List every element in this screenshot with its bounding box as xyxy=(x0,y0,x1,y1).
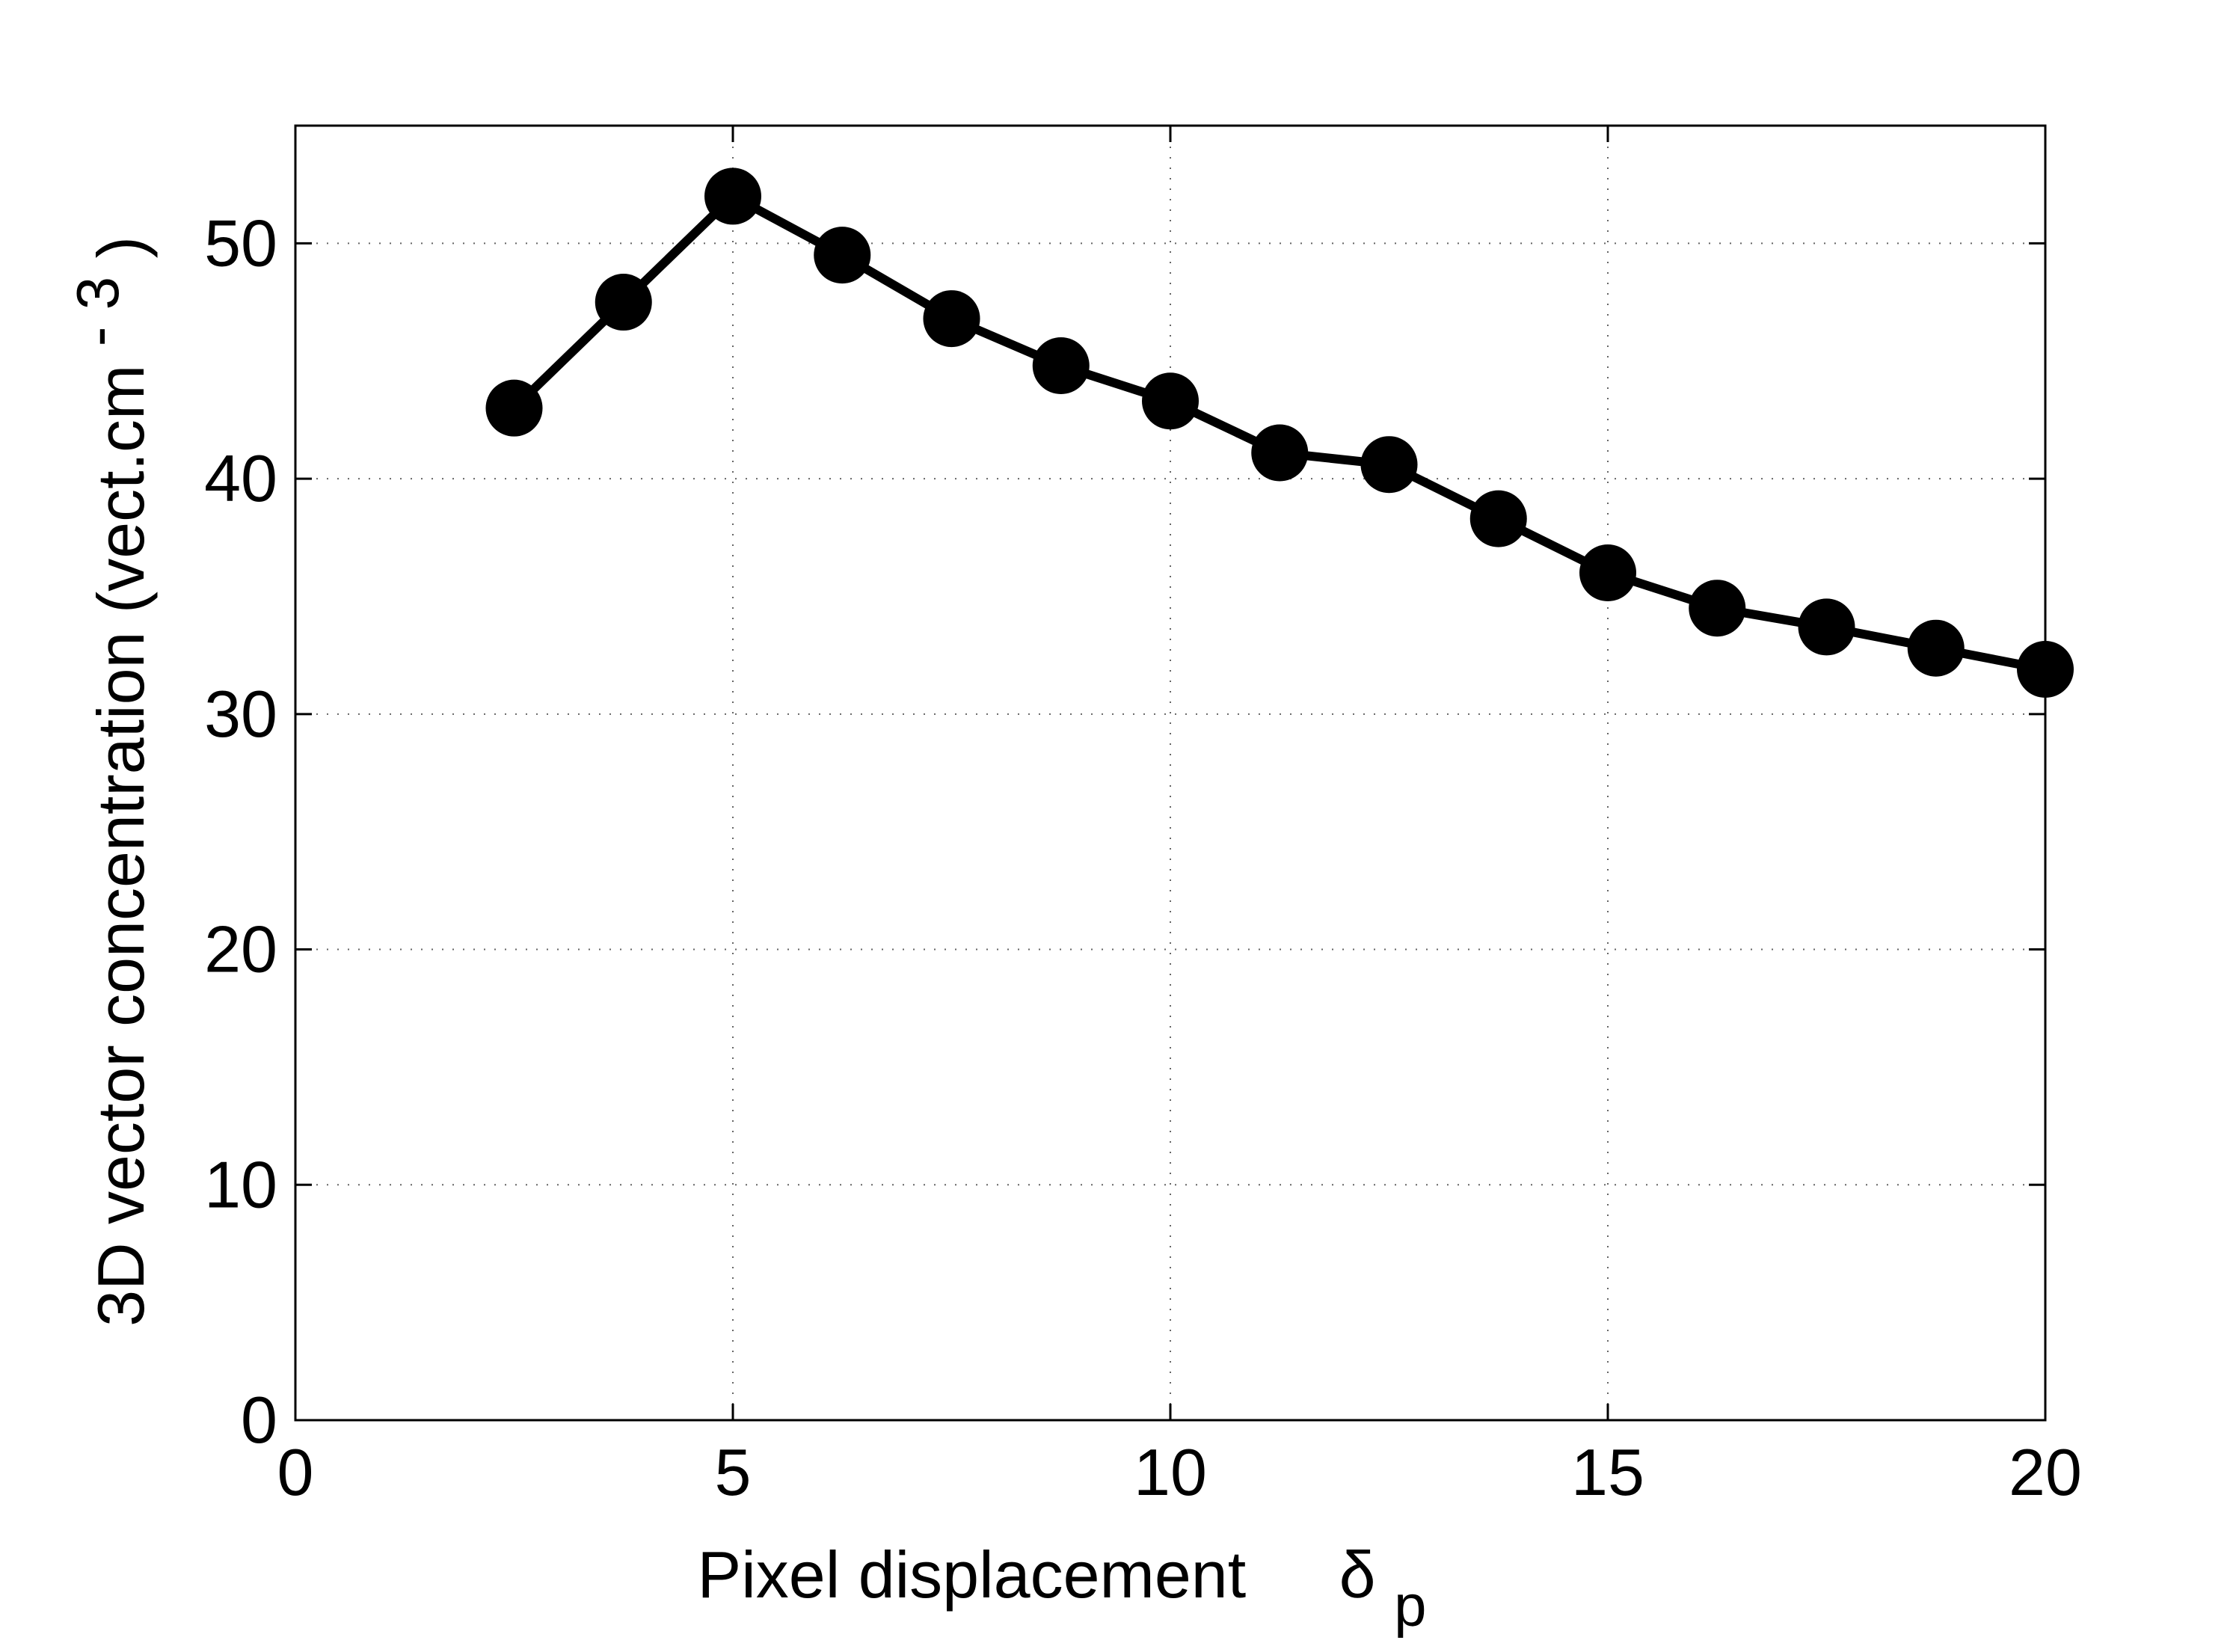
x-tick-label: 0 xyxy=(277,1435,314,1509)
data-point-marker xyxy=(485,379,543,437)
y-tick-label: 50 xyxy=(204,206,277,280)
y-axis-label: 3D vector concentration (vect.cm - 3 ) xyxy=(58,236,158,1327)
x-tick-label: 15 xyxy=(1571,1435,1644,1509)
y-tick-labels: 0 10 20 30 40 50 xyxy=(204,206,277,1457)
x-axis-label-text: Pixel displacement xyxy=(698,1538,1247,1612)
x-axis-label-symbol: δ xyxy=(1339,1538,1376,1612)
data-point-marker xyxy=(1689,580,1746,637)
data-point-marker xyxy=(1469,490,1527,547)
x-axis-label-subscript: p xyxy=(1394,1573,1426,1639)
data-point-marker xyxy=(1798,598,1855,656)
data-point-marker xyxy=(814,227,871,284)
grid-lines xyxy=(295,126,2045,1420)
y-axis-label-close: ) xyxy=(84,236,158,258)
y-tick-label: 40 xyxy=(204,441,277,515)
x-tick-label: 5 xyxy=(715,1435,752,1509)
data-point-marker xyxy=(1142,372,1199,430)
y-axis-label-superscript: - 3 xyxy=(64,277,131,346)
data-point-marker xyxy=(1579,544,1636,601)
y-tick-label: 0 xyxy=(241,1383,277,1457)
y-tick-label: 20 xyxy=(204,912,277,986)
data-point-marker xyxy=(2017,641,2074,698)
data-point-marker xyxy=(1360,436,1418,494)
y-tick-label: 30 xyxy=(204,677,277,751)
y-axis-label-text: 3D vector concentration (vect.cm xyxy=(84,365,158,1327)
data-point-marker xyxy=(595,274,652,331)
x-tick-label: 10 xyxy=(1134,1435,1207,1509)
x-tick-labels: 0 5 10 15 20 xyxy=(277,1435,2082,1509)
x-axis-label: Pixel displacement δ p xyxy=(698,1538,1427,1639)
data-point-marker xyxy=(1032,337,1090,395)
axis-ticks xyxy=(294,126,2047,1422)
series-markers xyxy=(485,168,2074,698)
y-tick-label: 10 xyxy=(204,1147,277,1221)
data-point-marker xyxy=(704,168,761,225)
x-tick-label: 20 xyxy=(2009,1435,2082,1509)
data-point-marker xyxy=(1907,619,1965,677)
data-point-marker xyxy=(1251,424,1309,482)
data-point-marker xyxy=(923,290,980,348)
